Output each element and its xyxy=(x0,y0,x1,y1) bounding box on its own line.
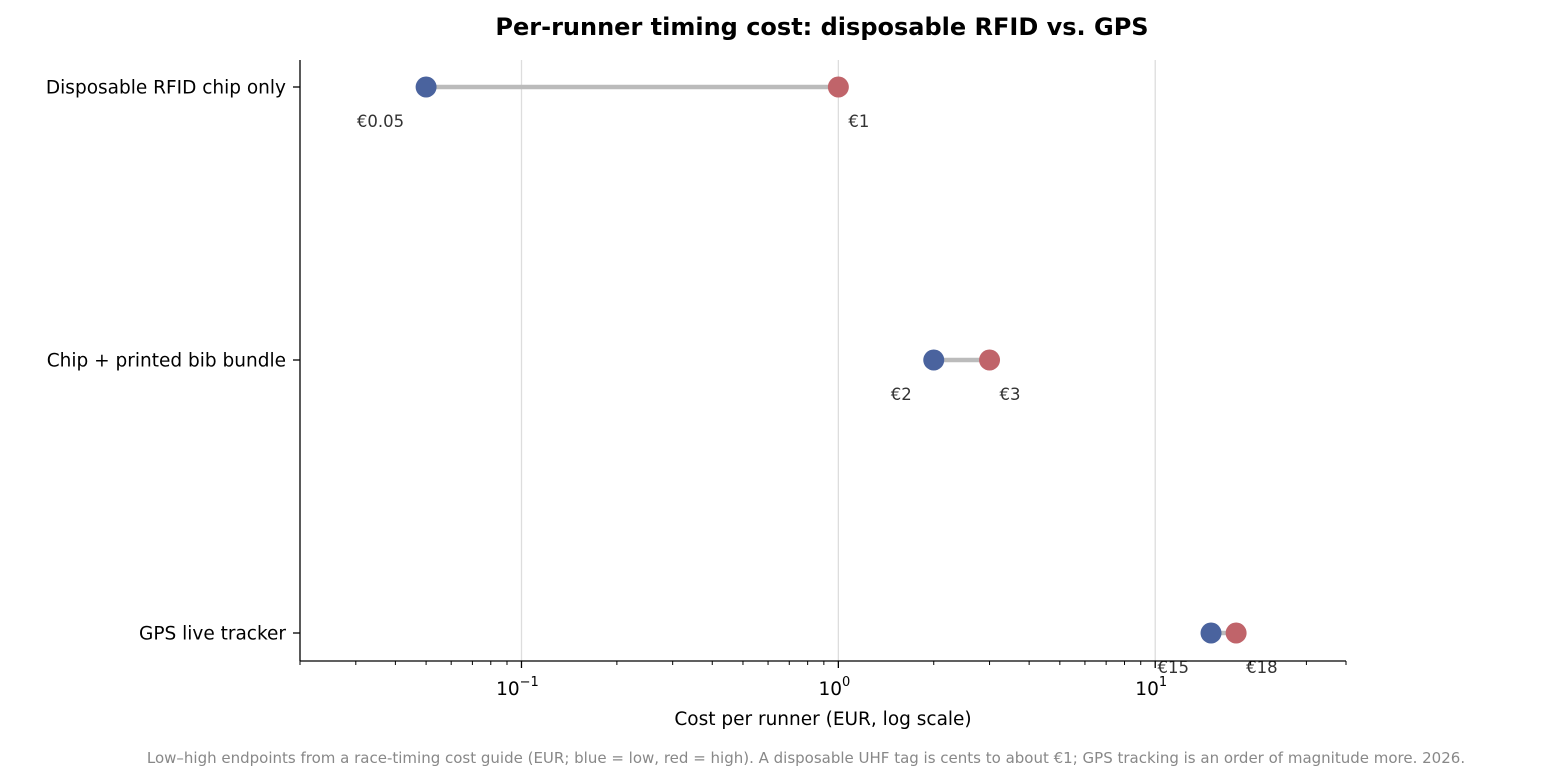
x-tick-label: 10−1 xyxy=(496,675,539,700)
high-point xyxy=(979,349,1001,371)
x-axis-ticks: 10−1 100 101 xyxy=(299,661,1347,700)
high-value-label: €1 xyxy=(848,112,869,131)
category-label: Chip + printed bib bundle xyxy=(47,351,286,372)
x-axis-title: Cost per runner (EUR, log scale) xyxy=(674,709,971,730)
low-point xyxy=(415,76,437,98)
connectors xyxy=(426,84,1237,636)
x-tick-label: 100 xyxy=(818,675,850,700)
high-value-label: €3 xyxy=(1000,385,1021,404)
grid-lines xyxy=(520,60,1156,661)
category-label: GPS live tracker xyxy=(139,624,286,645)
data-points xyxy=(415,76,1247,644)
axes xyxy=(299,60,1346,662)
low-value-label: €2 xyxy=(891,385,912,404)
x-tick-label: 101 xyxy=(1135,675,1167,700)
low-point xyxy=(923,349,945,371)
category-label: Disposable RFID chip only xyxy=(46,78,286,99)
low-point xyxy=(1200,622,1222,644)
low-value-label: €15 xyxy=(1158,658,1190,677)
high-point xyxy=(1225,622,1247,644)
chart-title: Per-runner timing cost: disposable RFID … xyxy=(495,13,1148,41)
y-axis-categories: Disposable RFID chip only Chip + printed … xyxy=(46,78,300,645)
high-point xyxy=(827,76,849,98)
value-labels: €0.05 €1 €2 €3 €15 €18 xyxy=(357,112,1278,677)
low-value-label: €0.05 xyxy=(357,112,404,131)
chart-caption: Low–high endpoints from a race-timing co… xyxy=(147,749,1465,767)
high-value-label: €18 xyxy=(1246,658,1278,677)
